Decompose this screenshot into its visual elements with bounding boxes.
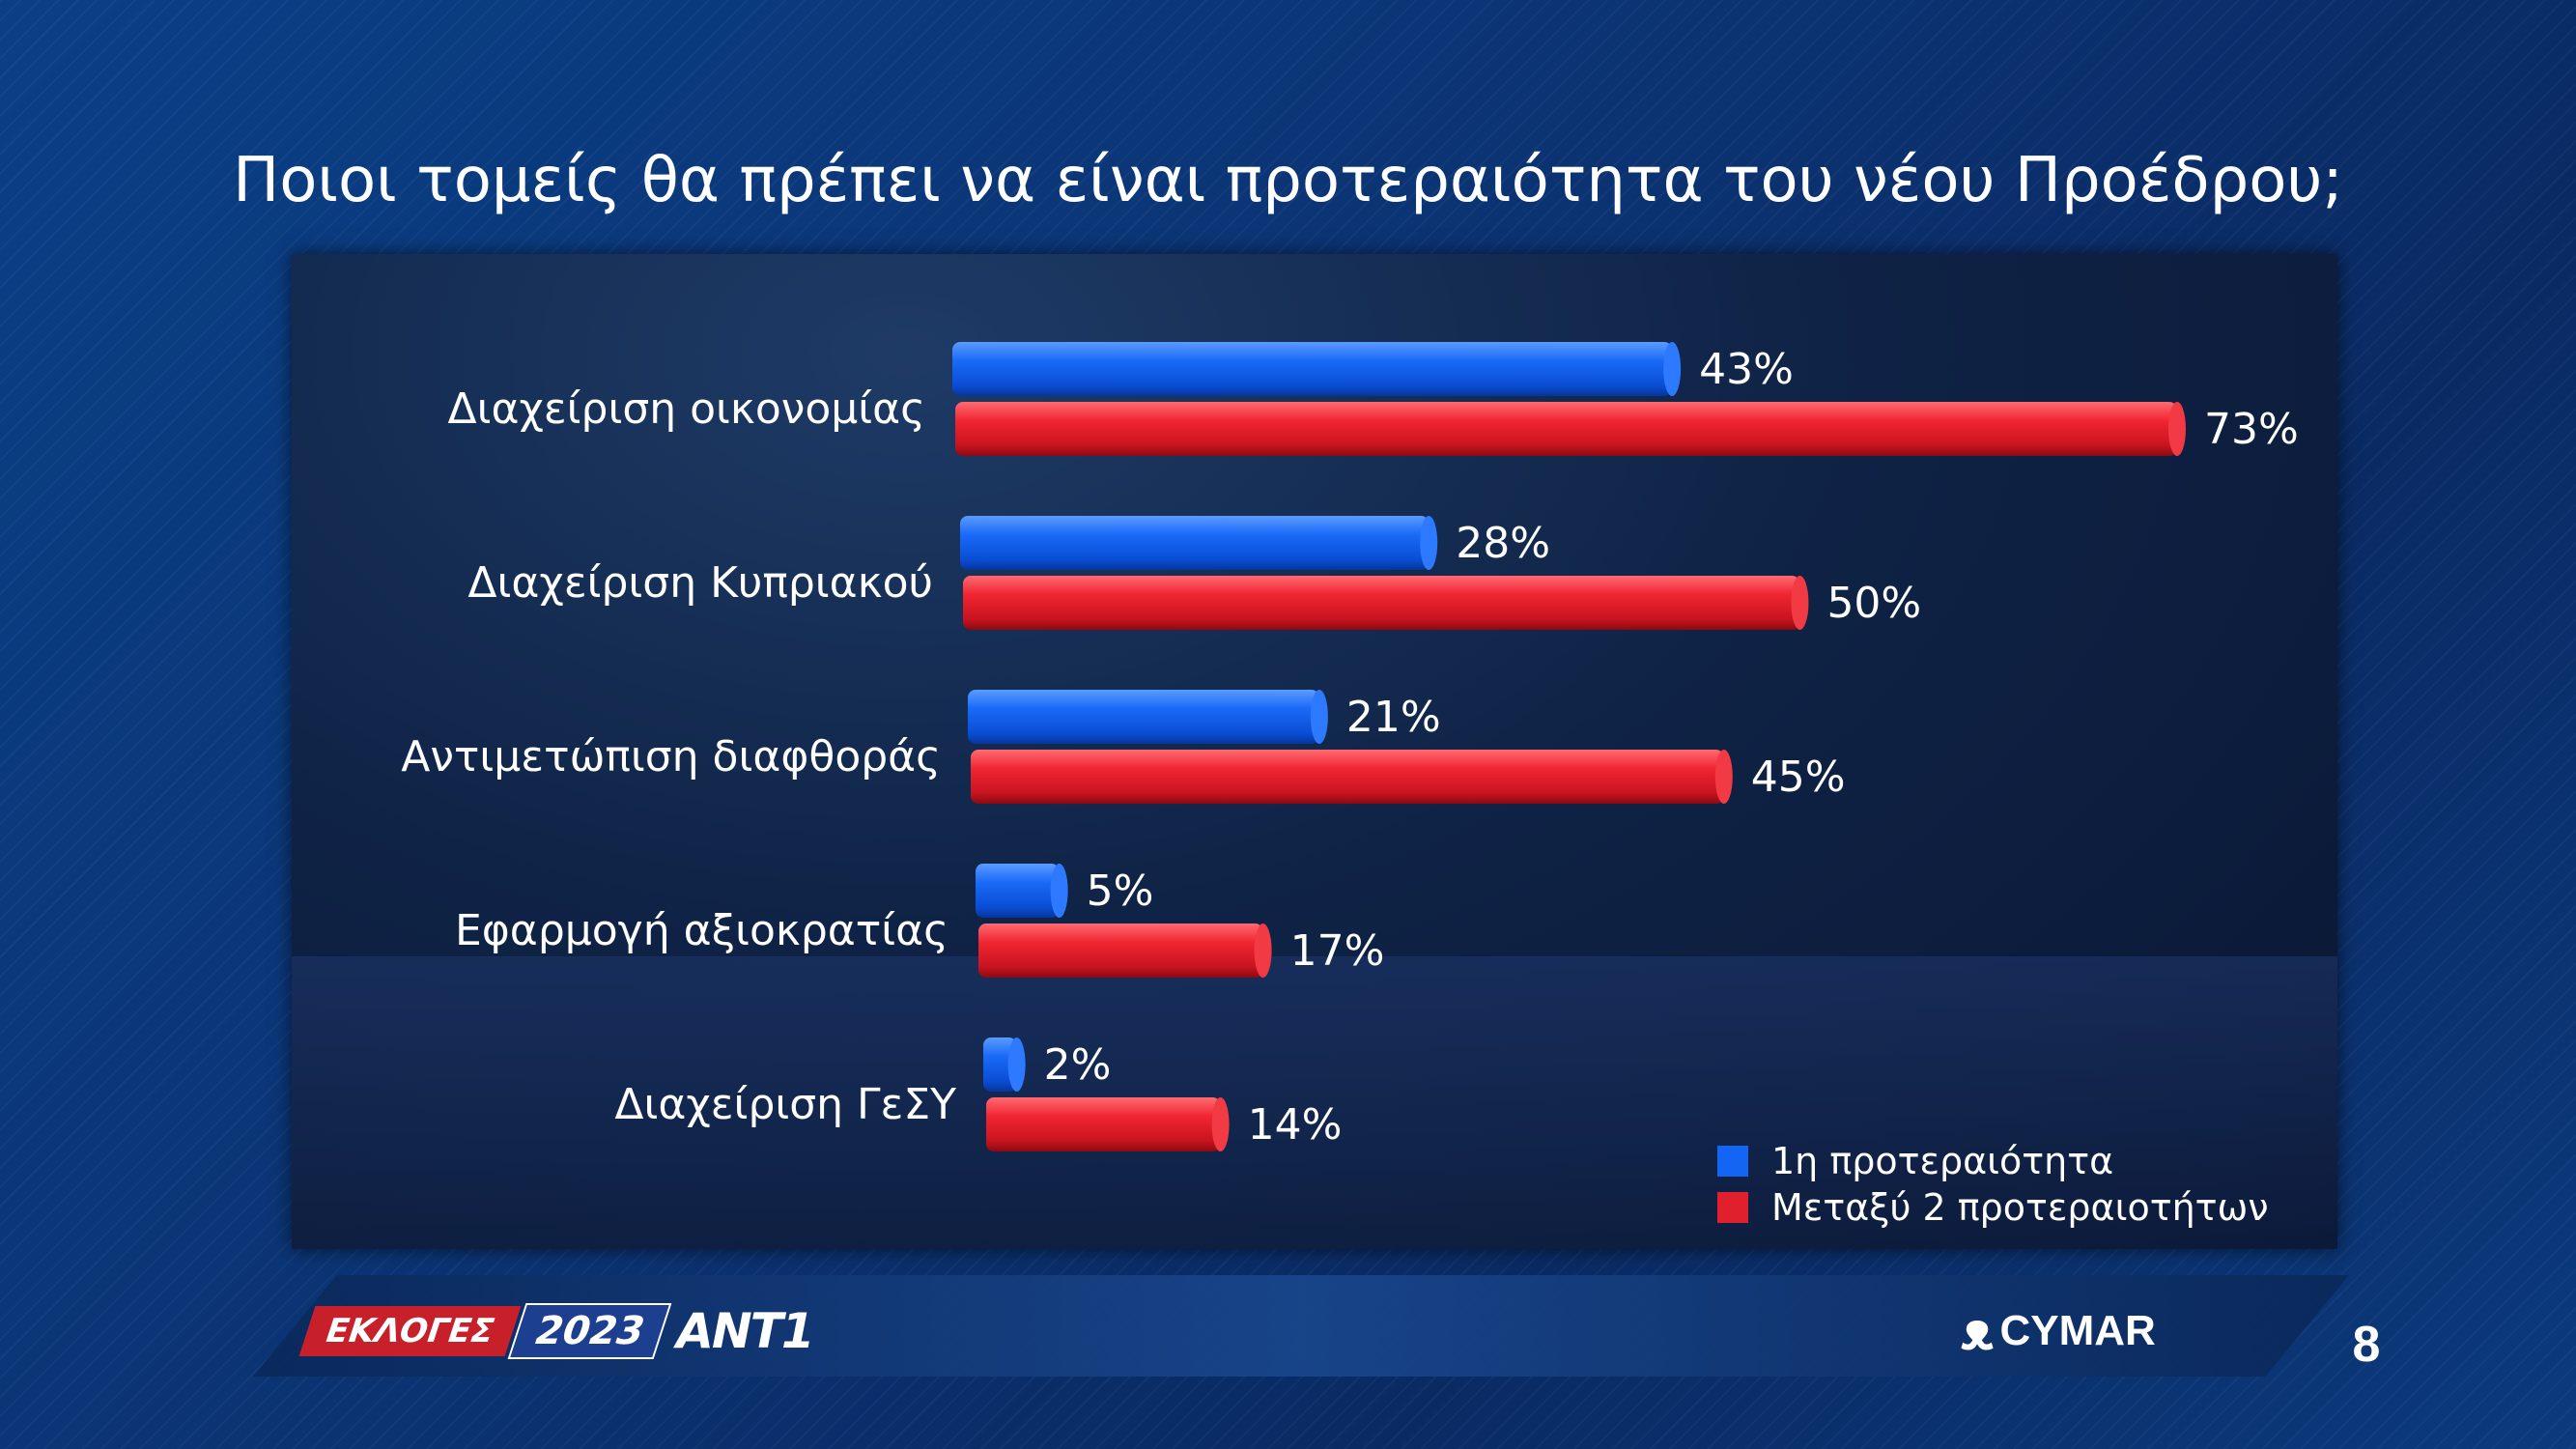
bar-end-cap (2168, 402, 2186, 456)
value-label: 28% (1456, 519, 1550, 568)
value-label: 73% (2204, 405, 2299, 454)
value-label: 17% (1290, 926, 1385, 976)
bar-first-priority (960, 516, 1430, 570)
pollster-logo: ᴥ CYMAR (1961, 1299, 2156, 1363)
category-label: Διαχείριση οικονομίας (447, 384, 925, 434)
elections-year: 2023 (507, 1303, 672, 1359)
bar-first-priority (968, 690, 1319, 744)
elections-label: ΕΚΛΟΓΕΣ (298, 1306, 522, 1356)
legend-label: 1η προτεραιότητα (1771, 1140, 2114, 1182)
bar-two-priorities (955, 402, 2177, 456)
value-label: 2% (1044, 1040, 1112, 1090)
bar-end-cap (1211, 1097, 1230, 1151)
bar-end-cap (1310, 690, 1328, 744)
pollster-name: CYMAR (1999, 1307, 2156, 1354)
category-label: Εφαρμογή αξιοκρατίας (455, 906, 948, 955)
legend-swatch-red (1717, 1192, 1748, 1223)
bar-end-cap (1254, 923, 1272, 978)
bar-first-priority (952, 342, 1673, 396)
bar-two-priorities (986, 1097, 1221, 1151)
bar-two-priorities (971, 750, 1724, 804)
page-number: 8 (2352, 1317, 2381, 1373)
value-label: 14% (1248, 1100, 1343, 1150)
bar-end-cap (1663, 342, 1682, 396)
legend-item-two-priorities: Μεταξύ 2 προτεραιοτήτων (1717, 1184, 2269, 1231)
bar-two-priorities (978, 923, 1263, 978)
bar-end-cap (1714, 750, 1733, 804)
bar-end-cap (1420, 516, 1438, 570)
category-label: Διαχείριση ΓεΣΥ (614, 1080, 956, 1129)
legend-swatch-blue (1717, 1146, 1748, 1177)
bar-end-cap (1050, 864, 1068, 918)
cymar-figure-icon: ᴥ (1961, 1300, 1995, 1363)
value-label: 5% (1087, 867, 1154, 916)
category-label: Διαχείριση Κυπριακού (467, 558, 933, 608)
bar-first-priority (976, 864, 1060, 918)
value-label: 43% (1699, 345, 1794, 394)
bar-two-priorities (963, 576, 1800, 630)
legend-item-first-priority: 1η προτεραιότητα (1717, 1138, 2269, 1184)
bar-first-priority (983, 1037, 1017, 1092)
bar-end-cap (1007, 1037, 1026, 1092)
chart-panel-lower (292, 956, 2337, 1249)
category-label: Αντιμετώπιση διαφθοράς (401, 732, 941, 781)
value-label: 21% (1346, 693, 1441, 742)
channel-logo: ANT1 (676, 1303, 814, 1359)
chart-title: Ποιοι τομείς θα πρέπει να είναι προτεραι… (233, 145, 2343, 216)
legend-label: Μεταξύ 2 προτεραιοτήτων (1771, 1186, 2269, 1229)
value-label: 50% (1826, 579, 1921, 628)
bar-end-cap (1791, 576, 1809, 630)
value-label: 45% (1751, 753, 1846, 802)
elections-logo: ΕΚΛΟΓΕΣ 2023 ANT1 (298, 1302, 815, 1360)
chart-legend: 1η προτεραιότητα Μεταξύ 2 προτεραιοτήτων (1717, 1138, 2269, 1231)
